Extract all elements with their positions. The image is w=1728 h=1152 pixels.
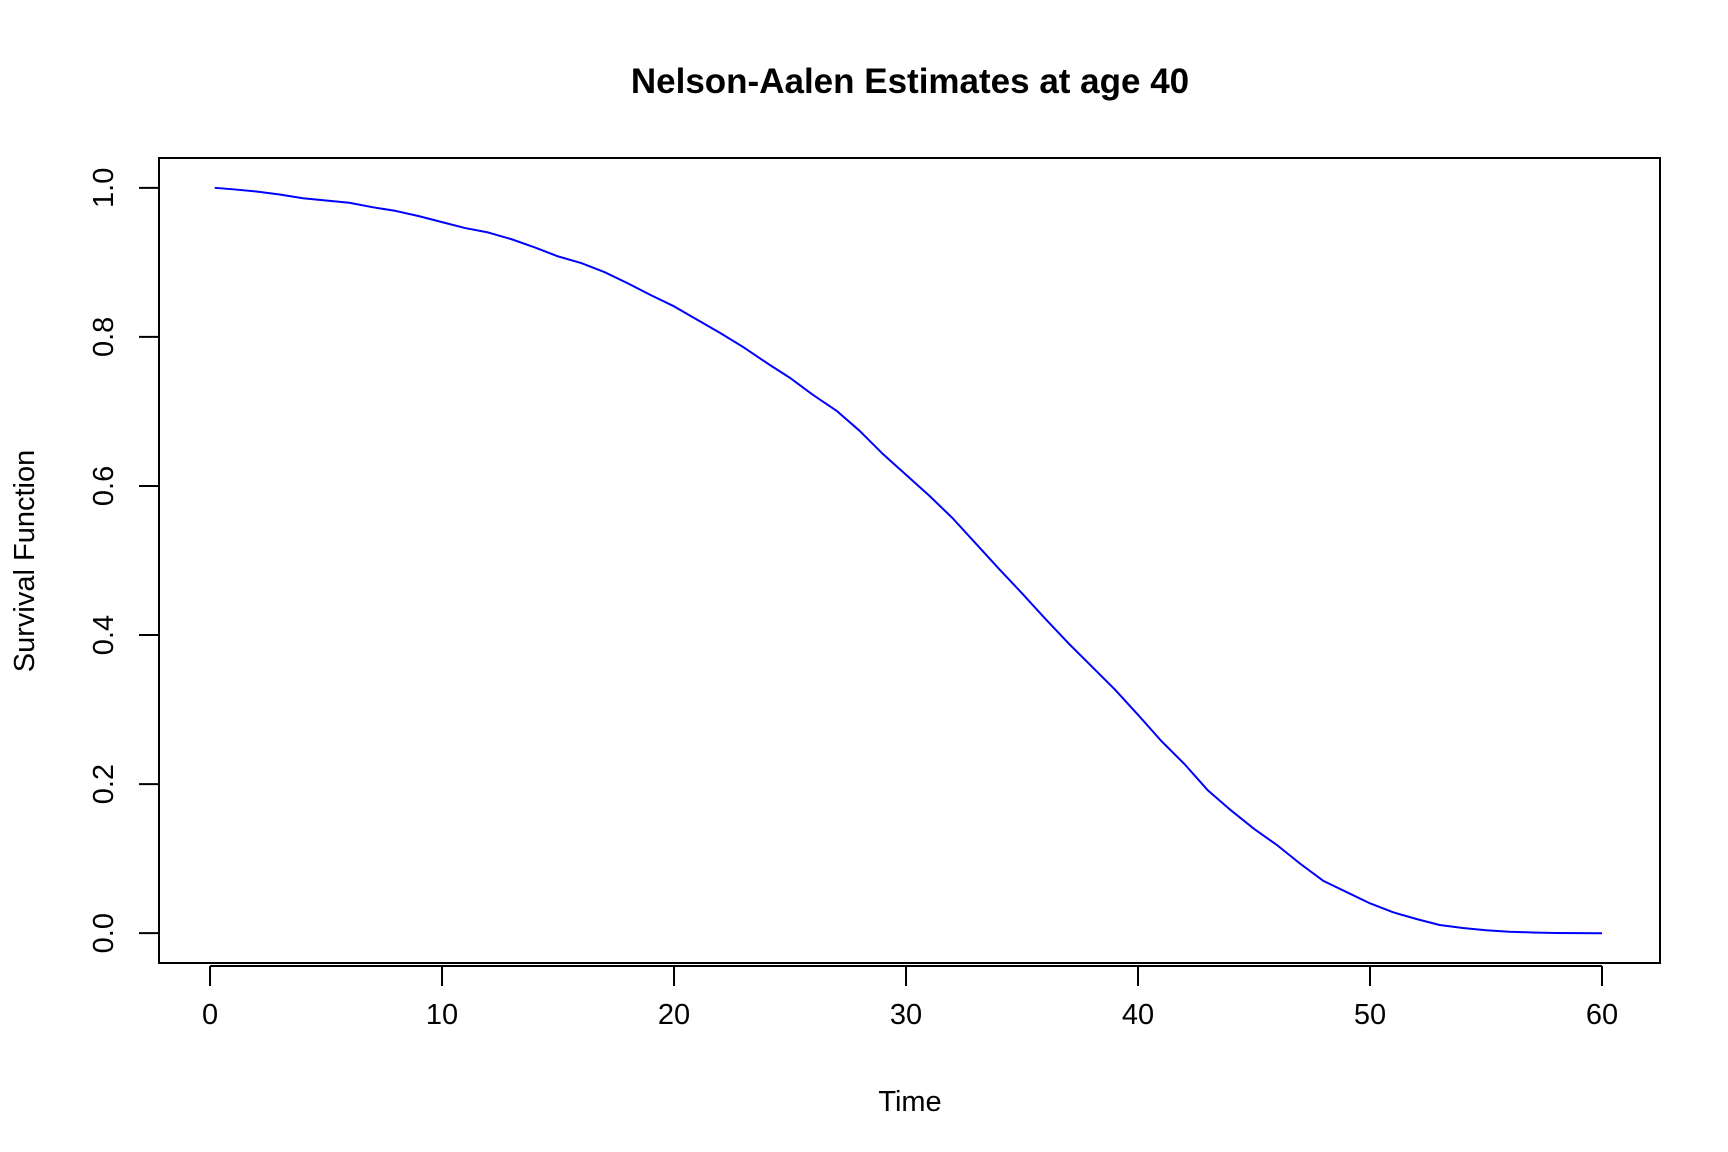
x-tick-label: 20 bbox=[658, 999, 690, 1031]
x-axis-label: Time bbox=[878, 1086, 941, 1118]
x-tick-label: 60 bbox=[1586, 999, 1618, 1031]
y-tick-label: 0.8 bbox=[88, 317, 120, 357]
x-tick-label: 10 bbox=[426, 999, 458, 1031]
x-tick-label: 30 bbox=[890, 999, 922, 1031]
y-tick-label: 0.0 bbox=[88, 913, 120, 953]
x-tick-label: 40 bbox=[1122, 999, 1154, 1031]
y-tick-label: 0.2 bbox=[88, 764, 120, 804]
series-layer bbox=[214, 186, 1603, 935]
y-tick-label: 0.6 bbox=[88, 466, 120, 506]
x-tick-label: 50 bbox=[1354, 999, 1386, 1031]
y-axis: 0.0 0.2 0.4 0.6 0.8 1.0 bbox=[88, 168, 160, 953]
x-axis: 0 10 20 30 40 50 60 bbox=[202, 965, 1618, 1031]
y-tick-label: 0.4 bbox=[88, 615, 120, 655]
plot-area bbox=[158, 157, 1661, 964]
y-tick-label: 1.0 bbox=[88, 168, 120, 208]
y-axis-label: Survival Function bbox=[9, 450, 41, 672]
survival-curve-line bbox=[214, 186, 1603, 935]
x-tick-label: 0 bbox=[202, 999, 218, 1031]
chart-title: Nelson-Aalen Estimates at age 40 bbox=[631, 62, 1189, 101]
